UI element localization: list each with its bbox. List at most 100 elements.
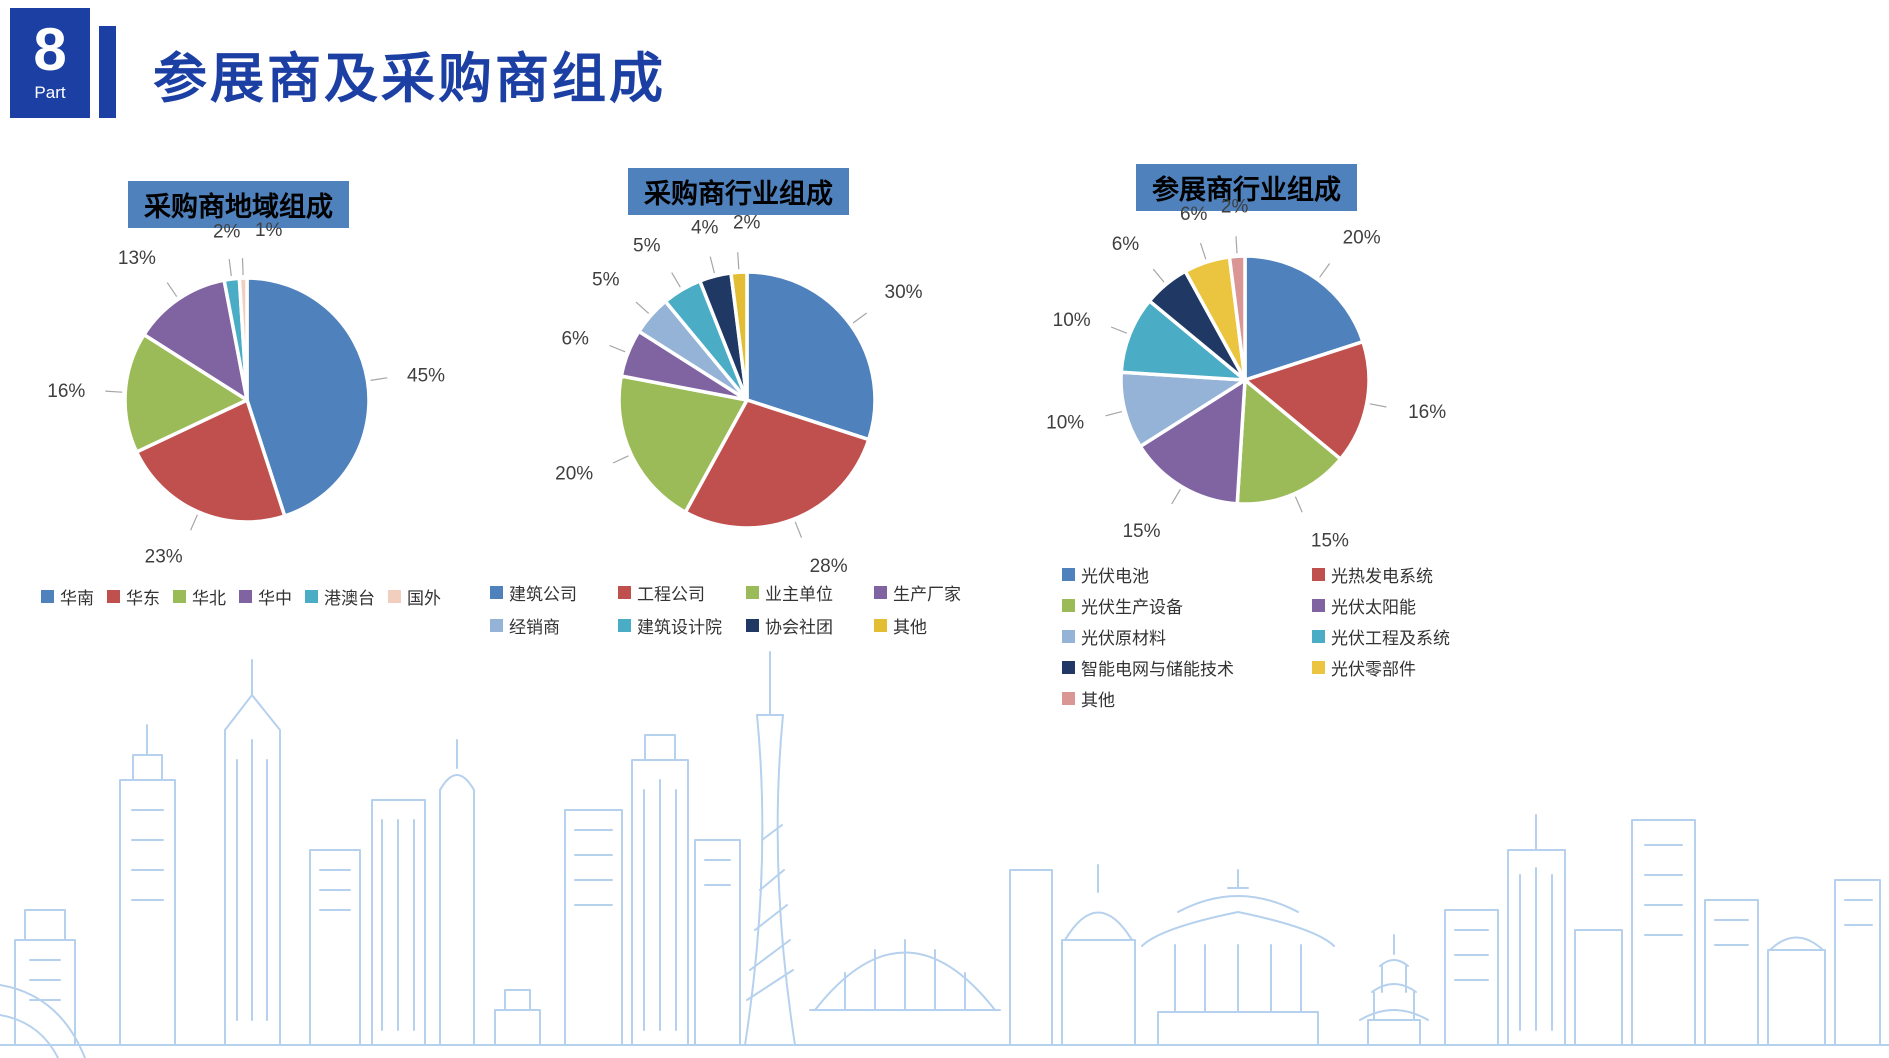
legend-item: 光伏工程及系统 [1312,624,1512,649]
legend-label: 光伏工程及系统 [1331,629,1450,648]
pie-data-label: 1% [255,220,283,241]
pie-data-label: 10% [1053,310,1091,331]
pie-data-label: 20% [555,463,593,484]
label-leader-line [1152,268,1165,283]
pie-data-label: 16% [1408,402,1446,423]
legend-label: 华东 [126,589,160,608]
label-leader-line [1319,263,1331,278]
label-leader-line [166,282,178,297]
legend-item: 光伏太阳能 [1312,593,1512,618]
label-leader-line [1199,242,1207,260]
legend-label: 建筑公司 [509,585,577,604]
pie-data-label: 30% [885,282,923,303]
pie-data-label: 6% [1180,204,1208,225]
pie-slice [1243,339,1371,461]
pie-data-label: 6% [561,328,589,349]
legend-swatch [1062,661,1075,674]
label-leader-line [671,272,681,288]
chart-title-buyer-region: 采购商地域组成 [128,181,349,228]
legend-item: 工程公司 [618,580,746,605]
pie-data-label: 6% [1112,234,1140,255]
legend-item: 华北 [173,584,226,609]
pie-slice [142,278,249,402]
label-leader-line [612,455,629,464]
pie-slice [123,332,249,454]
slide-title: 参展商及采购商组成 [153,49,666,109]
label-leader-line [241,258,244,276]
legend-buyer-industry: 建筑公司 工程公司 业主单位 生产厂家经销商 建筑设计院 协会社团 其他 [490,580,1002,638]
pie-data-label: 2% [1221,196,1249,217]
legend-item: 华东 [107,584,160,609]
label-leader-line [1235,236,1238,254]
pie-data-label: 15% [1311,530,1349,551]
legend-item: 生产厂家 [874,580,1002,605]
pie-data-label: 2% [213,221,241,242]
pie-data-label: 15% [1122,521,1160,542]
pie-data-label: 13% [118,248,156,269]
label-leader-line [1110,326,1128,334]
pie-data-label: 5% [633,236,661,257]
legend-label: 协会社团 [765,618,833,637]
legend-swatch [746,619,759,632]
legend-item: 国外 [388,584,441,609]
label-leader-line [370,377,388,381]
legend-swatch [388,590,401,603]
legend-item: 华中 [239,584,292,609]
legend-swatch [41,590,54,603]
legend-label: 华中 [258,589,292,608]
label-leader-line [1105,411,1123,417]
legend-label: 国外 [407,589,441,608]
legend-label: 智能电网与储能技术 [1081,660,1234,679]
legend-swatch [618,586,631,599]
legend-label: 光热发电系统 [1331,567,1433,586]
label-leader-line [709,256,715,274]
pie-data-label: 45% [407,366,445,387]
legend-swatch [490,586,503,599]
pie-chart-exhibitor-industry: 20% 16% 15% 15% 10% 10% 6% 6% 2% [1046,196,1446,551]
legend-label: 光伏生产设备 [1081,598,1183,617]
legend-item: 建筑公司 [490,580,618,605]
legend-item: 光伏原材料 [1062,624,1312,649]
part-number-box: 8 Part [10,8,90,118]
legend-swatch [107,590,120,603]
pie-data-label: 23% [145,547,183,568]
legend-item: 经销商 [490,613,618,638]
legend-swatch [1312,568,1325,581]
label-leader-line [609,344,626,353]
legend-item: 建筑设计院 [618,613,746,638]
legend-swatch [1312,599,1325,612]
label-leader-line [1171,488,1181,505]
legend-label: 其他 [1081,691,1115,710]
legend-item: 光伏电池 [1062,562,1312,587]
pie-slice [237,276,249,402]
legend-item: 光伏零部件 [1312,655,1512,680]
pie-data-label: 5% [592,270,620,291]
label-leader-line [1369,403,1387,408]
pie-chart-buyer-industry: 30% 28% 20% 6% 5% 5% 4% 2% [555,212,923,577]
label-leader-line [1294,496,1303,513]
legend-swatch [1062,692,1075,705]
legend-label: 光伏零部件 [1331,660,1416,679]
pie-data-label: 2% [733,212,761,233]
label-leader-line [190,514,198,531]
legend-item: 协会社团 [746,613,874,638]
legend-item: 光热发电系统 [1312,562,1512,587]
pie-slice [1243,254,1365,382]
legend-label: 经销商 [509,618,560,637]
label-leader-line [852,312,868,324]
legend-item: 其他 [874,613,1002,638]
label-leader-line [635,301,650,314]
pie-slice [1235,378,1343,506]
pie-slice [729,270,749,402]
legend-label: 业主单位 [765,585,833,604]
legend-swatch [1312,661,1325,674]
legend-label: 建筑设计院 [637,618,722,637]
legend-swatch [1062,630,1075,643]
legend-item: 港澳台 [305,584,375,609]
title-accent-bar [99,26,116,118]
legend-item: 业主单位 [746,580,874,605]
legend-swatch [1062,568,1075,581]
legend-label: 其他 [893,618,927,637]
legend-swatch [173,590,186,603]
